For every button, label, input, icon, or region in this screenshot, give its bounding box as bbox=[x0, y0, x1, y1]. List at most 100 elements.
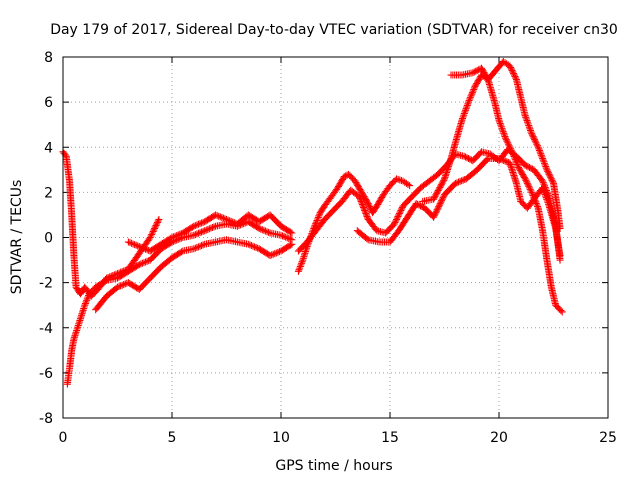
data-point-interp bbox=[247, 242, 255, 250]
data-point-interp bbox=[483, 156, 491, 164]
data-point-interp bbox=[438, 195, 446, 203]
data-point-interp bbox=[361, 206, 369, 214]
data-point-interp bbox=[534, 203, 542, 211]
data-point-interp bbox=[544, 169, 552, 177]
data-point-interp bbox=[126, 239, 134, 247]
data-point bbox=[539, 155, 547, 163]
data-point bbox=[201, 227, 209, 235]
data-point bbox=[190, 245, 198, 253]
data-point-interp bbox=[528, 131, 536, 139]
data-point-interp bbox=[397, 177, 405, 185]
data-point-interp bbox=[128, 239, 136, 247]
y-tick-label: -6 bbox=[39, 366, 53, 382]
data-point bbox=[464, 98, 472, 106]
data-point-interp bbox=[205, 225, 213, 233]
data-point-interp bbox=[470, 85, 478, 93]
data-point bbox=[190, 222, 198, 230]
data-point-interp bbox=[252, 243, 260, 251]
data-point-interp bbox=[433, 188, 441, 196]
data-point bbox=[288, 240, 296, 248]
data-point-interp bbox=[520, 173, 528, 181]
data-point-interp bbox=[545, 200, 553, 208]
data-point-interp bbox=[435, 201, 443, 209]
data-point-interp bbox=[538, 176, 546, 184]
data-point-interp bbox=[268, 251, 276, 259]
data-point-interp bbox=[541, 190, 549, 198]
data-point-interp bbox=[511, 154, 519, 162]
data-point-interp bbox=[466, 95, 474, 103]
data-point-interp bbox=[534, 142, 542, 150]
data-point-interp bbox=[282, 233, 290, 241]
data-point-interp bbox=[524, 163, 532, 171]
data-point-interp bbox=[509, 68, 517, 76]
data-point bbox=[212, 211, 220, 219]
data-point-interp bbox=[140, 244, 148, 252]
data-point bbox=[558, 308, 566, 316]
data-point-interp bbox=[461, 175, 469, 183]
data-point-interp bbox=[198, 242, 206, 250]
data-point-interp bbox=[503, 158, 511, 166]
data-point-interp bbox=[199, 218, 207, 226]
data-point-interp bbox=[167, 234, 175, 242]
data-point-interp bbox=[433, 206, 441, 214]
data-point-interp bbox=[509, 151, 517, 159]
data-point-interp bbox=[152, 221, 160, 229]
data-point-interp bbox=[470, 68, 478, 76]
data-point-interp bbox=[431, 192, 439, 200]
data-point-interp bbox=[523, 162, 531, 170]
data-point-interp bbox=[362, 211, 370, 219]
data-point-interp bbox=[178, 248, 186, 256]
data-point bbox=[294, 267, 302, 275]
data-point-interp bbox=[532, 139, 540, 147]
data-point-interp bbox=[193, 221, 201, 229]
data-point-interp bbox=[496, 119, 504, 127]
plot-border bbox=[62, 56, 609, 419]
data-point-interp bbox=[464, 155, 472, 163]
data-point bbox=[469, 69, 477, 77]
data-point-interp bbox=[473, 67, 481, 75]
data-point-interp bbox=[227, 217, 235, 225]
data-point-interp bbox=[504, 140, 512, 148]
data-point-interp bbox=[295, 266, 303, 274]
data-point-interp bbox=[522, 113, 530, 121]
data-point-interp bbox=[365, 201, 373, 209]
data-point-interp bbox=[415, 201, 423, 209]
data-point-interp bbox=[434, 186, 442, 194]
data-point-interp bbox=[532, 199, 540, 207]
data-point bbox=[244, 240, 252, 248]
data-point-interp bbox=[432, 191, 440, 199]
data-point-interp bbox=[525, 122, 533, 130]
data-point-interp bbox=[366, 203, 374, 211]
data-point bbox=[556, 252, 564, 260]
data-point-interp bbox=[459, 176, 467, 184]
data-point-interp bbox=[120, 281, 128, 289]
data-point-interp bbox=[437, 182, 445, 190]
data-point-interp bbox=[210, 223, 218, 231]
data-point-interp bbox=[359, 202, 367, 210]
data-point-interp bbox=[191, 231, 199, 239]
data-point-interp bbox=[84, 293, 92, 301]
data-point-interp bbox=[542, 163, 550, 171]
data-point bbox=[508, 148, 516, 156]
data-point-interp bbox=[539, 156, 547, 164]
data-point-interp bbox=[544, 199, 552, 207]
data-point-interp bbox=[360, 203, 368, 211]
data-point-interp bbox=[393, 215, 401, 223]
data-point-interp bbox=[117, 282, 125, 290]
data-point-interp bbox=[417, 202, 425, 210]
series-track-h bbox=[419, 71, 566, 316]
data-point-interp bbox=[526, 125, 534, 133]
data-point bbox=[495, 116, 503, 124]
data-point-interp bbox=[507, 145, 515, 153]
data-point-interp bbox=[508, 67, 516, 75]
y-tick-label: -2 bbox=[39, 276, 53, 292]
data-point-interp bbox=[140, 259, 148, 267]
data-point-interp bbox=[196, 229, 204, 237]
data-point-interp bbox=[296, 264, 304, 272]
data-point bbox=[277, 231, 285, 239]
data-point-interp bbox=[358, 200, 366, 208]
data-point-interp bbox=[275, 248, 283, 256]
data-point-interp bbox=[503, 137, 511, 145]
data-point-interp bbox=[460, 110, 468, 118]
data-point-interp bbox=[468, 90, 476, 98]
